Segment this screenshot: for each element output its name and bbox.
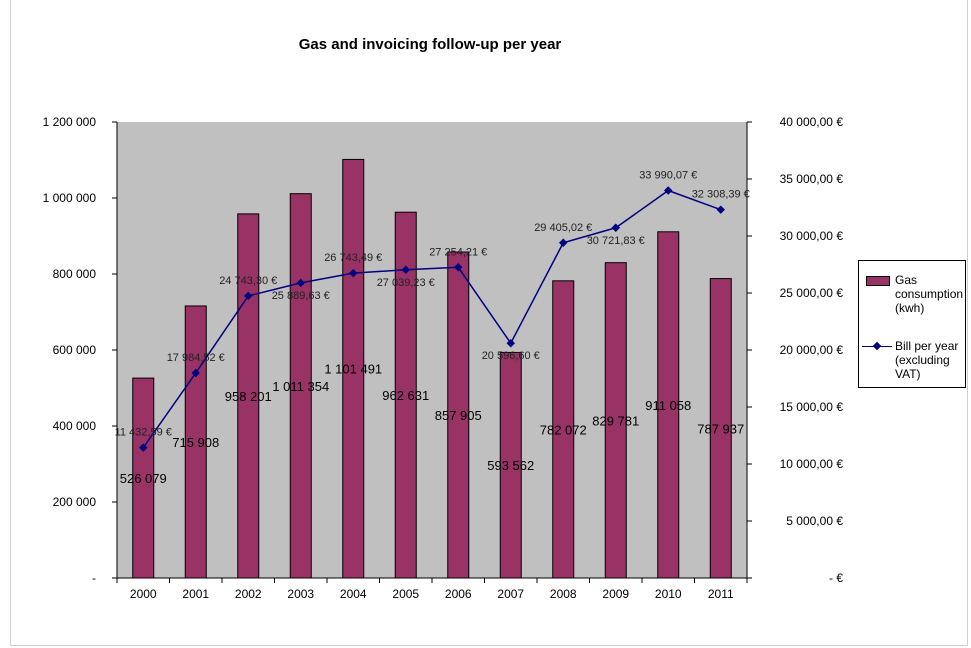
left-tick-label: 400 000: [53, 419, 97, 433]
left-tick-label: -: [92, 571, 96, 585]
right-tick-label: 5 000,00 €: [786, 514, 843, 528]
bars-group: [132, 158, 732, 579]
right-tick-label: - €: [829, 571, 843, 585]
bar-value-label: 857 905: [435, 408, 482, 423]
line-value-label: 24 743,30 €: [219, 275, 277, 287]
bar-value-label: 593 562: [487, 458, 534, 473]
bill-point-2005: [401, 265, 410, 274]
bar-value-label: 911 058: [645, 398, 691, 413]
legend: Gas consumption (kwh) Bill per year (exc…: [858, 260, 966, 388]
legend-marker-bill: [872, 341, 882, 351]
bar-value-label: 1 011 354: [272, 379, 329, 394]
bar-value-label: 715 908: [172, 435, 219, 450]
right-tick-label: 40 000,00 €: [780, 115, 844, 129]
x-tick-label: 2005: [392, 587, 419, 601]
x-tick-label: 2004: [340, 587, 367, 601]
bar-value-label: 787 937: [697, 421, 744, 436]
bill-point-2001: [191, 368, 200, 378]
legend-label-bill: Bill per year (excluding VAT): [895, 339, 959, 381]
left-tick-label: 200 000: [53, 495, 97, 509]
bill-point-2002: [244, 291, 253, 301]
bill-point-2006: [454, 263, 463, 272]
right-tick-label: 25 000,00 €: [780, 286, 844, 300]
line-value-label: 27 039,23 €: [377, 277, 435, 289]
legend-swatch-gas: [866, 276, 890, 286]
bar-value-label: 962 631: [382, 388, 429, 403]
chart-border: [10, 0, 968, 646]
x-tick-label: 2007: [497, 587, 524, 601]
line-value-label: 32 308,39 €: [692, 189, 750, 201]
right-tick-label: 30 000,00 €: [780, 229, 844, 243]
left-tick-label: 600 000: [53, 343, 97, 357]
bar-value-label: 782 072: [540, 422, 587, 437]
plot-area: [117, 122, 747, 578]
right-tick-label: 10 000,00 €: [780, 457, 844, 471]
x-tick-label: 2011: [708, 587, 734, 601]
x-tick-label: 2002: [235, 587, 262, 601]
bill-point-2000: [139, 443, 148, 452]
right-tick-label: 20 000,00 €: [780, 343, 844, 357]
x-tick-label: 2009: [602, 587, 629, 601]
x-tick-label: 2010: [655, 587, 682, 601]
left-tick-label: 800 000: [53, 267, 97, 281]
bar-value-label: 829 781: [592, 413, 639, 428]
bar-value-label: 958 201: [225, 389, 272, 404]
legend-label-gas: Gas consumption (kwh): [895, 273, 964, 315]
line-value-label: 25 889,63 €: [272, 290, 330, 302]
left-tick-label: 1 000 000: [43, 191, 97, 205]
chart-title: Gas and invoicing follow-up per year: [298, 36, 562, 53]
line-value-label: 30 721,83 €: [587, 235, 645, 247]
bill-line: [142, 189, 722, 449]
right-tick-label: 15 000,00 €: [780, 400, 844, 414]
x-tick-label: 2008: [550, 587, 577, 601]
line-value-label: 27 254,21 €: [429, 246, 487, 258]
line-value-label: 11 432,59 €: [115, 427, 172, 439]
line-value-label: 20 596,60 €: [482, 350, 540, 362]
right-tick-label: 35 000,00 €: [780, 172, 844, 186]
line-value-label: 26 743,49 €: [324, 252, 382, 264]
x-tick-label: 2001: [182, 587, 209, 601]
bill-point-2007: [506, 338, 515, 348]
line-value-label: 33 990,07 €: [639, 170, 697, 182]
bar-value-label: 1 101 491: [324, 362, 382, 377]
line-value-label: 29 405,02 €: [534, 222, 592, 234]
x-tick-label: 2003: [287, 587, 314, 601]
bill-point-2004: [349, 268, 358, 278]
bar-value-label: 526 079: [120, 471, 167, 486]
x-tick-label: 2000: [130, 587, 157, 601]
x-tick-label: 2006: [445, 587, 472, 601]
bill-point-2003: [296, 278, 305, 288]
left-tick-label: 1 200 000: [43, 115, 97, 129]
axes-group: - 200 000 400 000 600 000 800 000 1 000 000 1 …: [43, 115, 844, 601]
line-value-label: 17 984,52 €: [167, 352, 225, 364]
